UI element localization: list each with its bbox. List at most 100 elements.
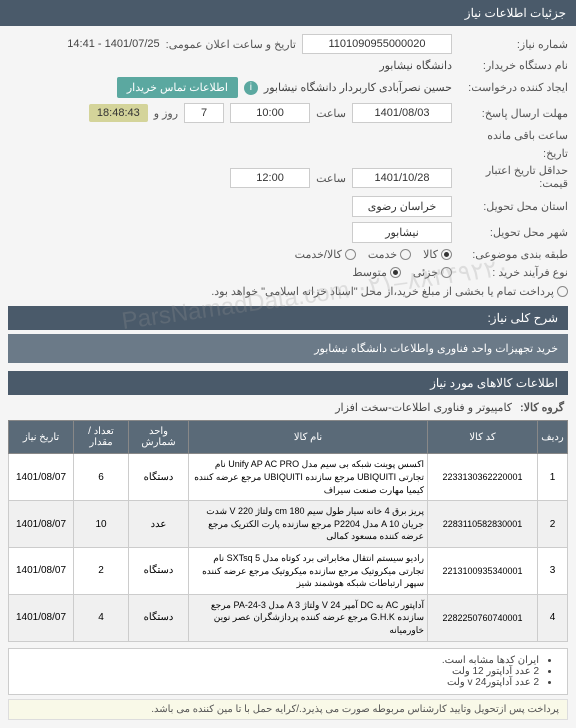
requester-value: حسین نصرآبادی کاربردار دانشگاه نیشابور — [264, 81, 452, 94]
history-label: تاریخ: — [458, 147, 568, 160]
announce-value: 1401/07/25 - 14:41 — [67, 38, 159, 50]
group-value: کامپیوتر و فناوری اطلاعات-سخت افزار — [335, 401, 512, 414]
th-qty: تعداد / مقدار — [74, 421, 129, 454]
radio-medium[interactable]: متوسط — [352, 266, 401, 279]
remaining-time-badge: 18:48:43 — [89, 104, 148, 122]
radio-dot-icon — [400, 249, 411, 260]
radio-service[interactable]: خدمت — [368, 248, 411, 261]
cell-code: 2282250760740001 — [428, 594, 538, 641]
cell-code: 2233130362220001 — [428, 454, 538, 501]
radio-dot-icon — [441, 267, 452, 278]
cell-unit: دستگاه — [129, 547, 189, 594]
cell-qty: 4 — [74, 594, 129, 641]
cell-name: آداپتور AC به DC آمپر V 24 ولتاژ A 3 مدل… — [189, 594, 428, 641]
payment-note: پرداخت تمام یا بخشی از مبلغ خرید،از محل … — [211, 285, 568, 298]
radio-small[interactable]: جزئی — [413, 266, 452, 279]
category-radio-group: کالا خدمت کالا/خدمت — [295, 248, 452, 261]
row-validity: حداقل تاریخ اعتبار قیمت: 1401/10/28 ساعت… — [8, 165, 568, 191]
group-label: گروه کالا: — [520, 401, 564, 414]
header-title: جزئیات اطلاعات نیاز — [465, 6, 566, 20]
page-header: جزئیات اطلاعات نیاز — [0, 0, 576, 26]
validity-time-field[interactable]: 12:00 — [230, 168, 310, 188]
province-label: استان محل تحویل: — [458, 200, 568, 213]
table-row: 12233130362220001اکسس پوینت شبکه بی سیم … — [9, 454, 568, 501]
note-line: ایران کدها مشابه است. — [19, 655, 539, 666]
table-row: 22283110582830001پریز برق 4 خانه سیار طو… — [9, 501, 568, 548]
cell-date: 1401/08/07 — [9, 594, 74, 641]
buyer-org-label: نام دستگاه خریدار: — [458, 59, 568, 72]
radio-goods[interactable]: کالا — [423, 248, 452, 261]
radio-dot-icon — [557, 286, 568, 297]
row-history: تاریخ: — [8, 147, 568, 160]
table-row: 32213100935340001رادیو سیستم انتقال مخاب… — [9, 547, 568, 594]
days-field[interactable]: 7 — [184, 103, 224, 123]
row-need-number: شماره نیاز: 1101090955000020 تاریخ و ساع… — [8, 34, 568, 54]
city-label: شهر محل تحویل: — [458, 226, 568, 239]
purchase-type-radio-group: جزئی متوسط — [352, 266, 452, 279]
remaining-label: ساعت باقی مانده — [487, 129, 568, 142]
th-idx: ردیف — [538, 421, 568, 454]
need-number-field[interactable]: 1101090955000020 — [302, 34, 452, 54]
th-name: نام کالا — [189, 421, 428, 454]
row-province: استان محل تحویل: خراسان رضوی — [8, 196, 568, 217]
cell-idx: 4 — [538, 594, 568, 641]
cell-name: اکسس پوینت شبکه بی سیم مدل Unify AP AC P… — [189, 454, 428, 501]
notes-box: ایران کدها مشابه است. 2 عدد آداپتور 12 و… — [8, 648, 568, 695]
row-response-deadline: مهلت ارسال پاسخ: 1401/08/03 ساعت 10:00 7… — [8, 103, 568, 142]
radio-dot-icon — [441, 249, 452, 260]
time-label-2: ساعت — [316, 172, 346, 185]
cell-name: پریز برق 4 خانه سیار طول سیم cm 180 ولتا… — [189, 501, 428, 548]
validity-label: حداقل تاریخ اعتبار قیمت: — [458, 165, 568, 191]
days-label: روز و — [154, 107, 178, 120]
cell-qty: 6 — [74, 454, 129, 501]
contact-buyer-button[interactable]: اطلاعات تماس خریدار — [117, 77, 238, 98]
need-desc-box: خرید تجهیزات واحد فناوری واطلاعات دانشگا… — [8, 334, 568, 363]
announce-label: تاریخ و ساعت اعلان عمومی: — [166, 38, 296, 51]
response-deadline-label: مهلت ارسال پاسخ: — [458, 107, 568, 120]
cell-code: 2213100935340001 — [428, 547, 538, 594]
cell-unit: عدد — [129, 501, 189, 548]
cell-unit: دستگاه — [129, 454, 189, 501]
note-line: 2 عدد آداپتورv 24 ولت — [19, 677, 539, 688]
response-date-field[interactable]: 1401/08/03 — [352, 103, 452, 123]
cell-code: 2283110582830001 — [428, 501, 538, 548]
th-unit: واحد شمارش — [129, 421, 189, 454]
cell-idx: 3 — [538, 547, 568, 594]
cell-name: رادیو سیستم انتقال مخابراتی برد کوتاه مد… — [189, 547, 428, 594]
note-line: 2 عدد آداپتور 12 ولت — [19, 666, 539, 677]
cell-date: 1401/08/07 — [9, 501, 74, 548]
cell-qty: 10 — [74, 501, 129, 548]
buyer-org-value: دانشگاه نیشابور — [379, 59, 452, 72]
info-icon: i — [244, 81, 258, 95]
cell-idx: 1 — [538, 454, 568, 501]
category-label: طبقه بندی موضوعی: — [458, 248, 568, 261]
need-desc-header: شرح کلی نیاز: — [8, 306, 568, 330]
row-category: طبقه بندی موضوعی: کالا خدمت کالا/خدمت — [8, 248, 568, 261]
footer-note: پرداخت پس ازتحویل وتایید کارشناس مربوطه … — [8, 699, 568, 720]
cell-date: 1401/08/07 — [9, 547, 74, 594]
th-code: کد کالا — [428, 421, 538, 454]
table-header-row: ردیف کد کالا نام کالا واحد شمارش تعداد /… — [9, 421, 568, 454]
row-requester: ایجاد کننده درخواست: حسین نصرآبادی کاربر… — [8, 77, 568, 98]
radio-dot-icon — [345, 249, 356, 260]
cell-idx: 2 — [538, 501, 568, 548]
goods-section-header: اطلاعات کالاهای مورد نیاز — [8, 371, 568, 395]
response-time-field[interactable]: 10:00 — [230, 103, 310, 123]
radio-goods-service[interactable]: کالا/خدمت — [295, 248, 356, 261]
cell-unit: دستگاه — [129, 594, 189, 641]
row-city: شهر محل تحویل: نیشابور — [8, 222, 568, 243]
time-label-1: ساعت — [316, 107, 346, 120]
need-number-label: شماره نیاز: — [458, 38, 568, 51]
validity-date-field[interactable]: 1401/10/28 — [352, 168, 452, 188]
main-content: شماره نیاز: 1101090955000020 تاریخ و ساع… — [0, 26, 576, 728]
row-purchase-type: نوع فرآیند خرید : جزئی متوسط پرداخت تمام… — [8, 266, 568, 298]
radio-dot-icon — [390, 267, 401, 278]
city-field[interactable]: نیشابور — [352, 222, 452, 243]
goods-table: ردیف کد کالا نام کالا واحد شمارش تعداد /… — [8, 420, 568, 641]
purchase-type-label: نوع فرآیند خرید : — [458, 266, 568, 279]
province-field[interactable]: خراسان رضوی — [352, 196, 452, 217]
row-buyer-org: نام دستگاه خریدار: دانشگاه نیشابور — [8, 59, 568, 72]
cell-date: 1401/08/07 — [9, 454, 74, 501]
th-date: تاریخ نیاز — [9, 421, 74, 454]
row-goods-group: گروه کالا: کامپیوتر و فناوری اطلاعات-سخت… — [8, 395, 568, 420]
